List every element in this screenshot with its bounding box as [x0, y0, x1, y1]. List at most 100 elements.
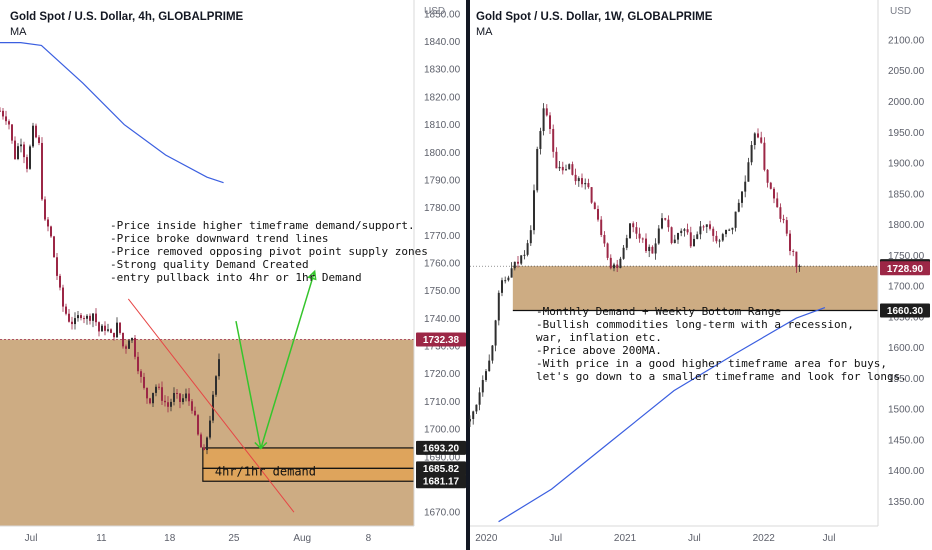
price-tick-label: 1720.00 — [424, 369, 461, 380]
price-tick-label: 2100.00 — [888, 35, 925, 46]
candle-body — [709, 224, 711, 229]
candle-body — [188, 393, 190, 402]
price-tick-label: 1670.00 — [424, 508, 461, 519]
candle-body — [501, 280, 503, 293]
candle-body — [26, 157, 28, 169]
time-axis[interactable]: Jul 11 18 25 Aug 8 — [25, 533, 372, 544]
candle-body — [664, 218, 667, 220]
annotation-line: -Price broke downward trend lines — [110, 232, 329, 245]
candle-body — [581, 178, 583, 185]
panel-divider[interactable] — [466, 0, 470, 550]
candle-body — [200, 434, 202, 448]
candle-body — [494, 320, 497, 346]
time-tick-label: 25 — [228, 533, 240, 544]
candle-body — [86, 315, 88, 319]
candle-body — [131, 337, 133, 341]
price-tags: 1732.38 1693.20 1685.82 1681.17 — [416, 332, 466, 489]
candle-body — [638, 233, 641, 239]
candle-body — [203, 447, 205, 451]
candle-body — [5, 116, 7, 122]
moving-average-line — [0, 42, 224, 184]
candle-body — [590, 187, 593, 203]
candle-body — [218, 359, 220, 377]
candle-body — [29, 146, 31, 169]
left-chart-panel[interactable]: 4hr/1hr demand 1850.00 1840.00 1830.00 1820… — [0, 0, 468, 550]
candle-body — [773, 188, 775, 199]
candle-body — [119, 322, 121, 333]
candle-body — [469, 418, 471, 422]
candle-body — [549, 115, 551, 129]
price-tag-label: 1693.20 — [423, 443, 460, 454]
candle-body — [116, 322, 118, 338]
candle-body — [167, 402, 169, 407]
price-tick-label: 1700.00 — [888, 282, 925, 293]
price-tag-label: 1681.17 — [423, 477, 460, 488]
price-axis[interactable]: 2100.00 2050.00 2000.00 1950.00 1900.00 1850.… — [888, 35, 925, 507]
arrow-head — [307, 269, 317, 281]
candle-body — [491, 345, 494, 361]
time-tick-label: 11 — [96, 533, 107, 544]
candle-body — [513, 261, 516, 269]
candle-body — [673, 239, 676, 244]
candle-body — [215, 376, 217, 395]
price-tick-label: 1850.00 — [888, 189, 925, 200]
candle-body — [38, 137, 40, 143]
time-tick-label: 2022 — [753, 533, 776, 544]
time-tick-label: Jul — [25, 533, 38, 544]
demand-zone — [512, 266, 878, 311]
right-chart-panel[interactable]: 2100.00 2050.00 2000.00 1950.00 1900.00 1850.… — [469, 0, 932, 550]
candle-body — [568, 164, 571, 170]
price-tick-label: 1690.00 — [424, 452, 461, 463]
candle-body — [725, 229, 727, 235]
candle-body — [536, 148, 539, 191]
demand-zones — [470, 265, 878, 312]
price-tick-label: 1820.00 — [424, 92, 461, 103]
price-tick-label: 1700.00 — [424, 425, 461, 436]
price-tick-label: 1730.00 — [424, 342, 461, 353]
candle-body — [616, 264, 619, 269]
time-axis[interactable]: 2020 Jul 2021 Jul 2022 Jul — [475, 533, 835, 544]
candle-body — [696, 234, 699, 239]
price-tag-label: 1732.38 — [423, 335, 460, 346]
candle-body — [766, 169, 769, 183]
candle-body — [44, 199, 46, 220]
candle-body — [529, 230, 532, 244]
price-tag — [416, 440, 466, 455]
candle-body — [721, 234, 724, 241]
candle-body — [769, 182, 772, 189]
time-tick-label: Aug — [293, 533, 311, 544]
candle-body — [179, 393, 181, 402]
price-tick-label: 1810.00 — [424, 120, 461, 131]
annotation: -Price inside higher timeframe demand/su… — [110, 219, 428, 284]
annotation-line: -Price above 200MA. — [536, 344, 662, 357]
candle-body — [606, 243, 609, 258]
trend-line — [127, 298, 295, 513]
candle-body — [763, 142, 766, 170]
candle-body — [712, 228, 715, 236]
candle-body — [753, 133, 756, 146]
candle-body — [635, 227, 638, 234]
candle-body — [645, 238, 647, 252]
candle-body — [110, 329, 112, 333]
candle-body — [670, 227, 673, 244]
candle-body — [718, 240, 721, 242]
price-axis[interactable]: 1850.00 1840.00 1830.00 1820.00 1810.00 1800.… — [424, 9, 461, 518]
candle-body — [734, 211, 737, 228]
candle-body — [776, 198, 779, 208]
candle-body — [77, 315, 79, 319]
price-tag — [880, 261, 930, 276]
price-tick-label: 1790.00 — [424, 175, 461, 186]
candle-body — [158, 386, 160, 388]
candle-body — [71, 321, 73, 325]
annotation-line: -Monthly Demand + Weekly Bottom Range — [536, 305, 781, 318]
candle-body — [520, 255, 523, 264]
candle-body — [80, 315, 82, 319]
candle-body — [798, 265, 801, 267]
candle-body — [750, 145, 753, 163]
candle-body — [185, 393, 187, 399]
price-tick-label: 1800.00 — [424, 148, 461, 159]
candle-body — [600, 219, 603, 235]
candle-body — [741, 191, 743, 203]
candle-body — [539, 131, 542, 149]
candle-body — [47, 219, 49, 227]
